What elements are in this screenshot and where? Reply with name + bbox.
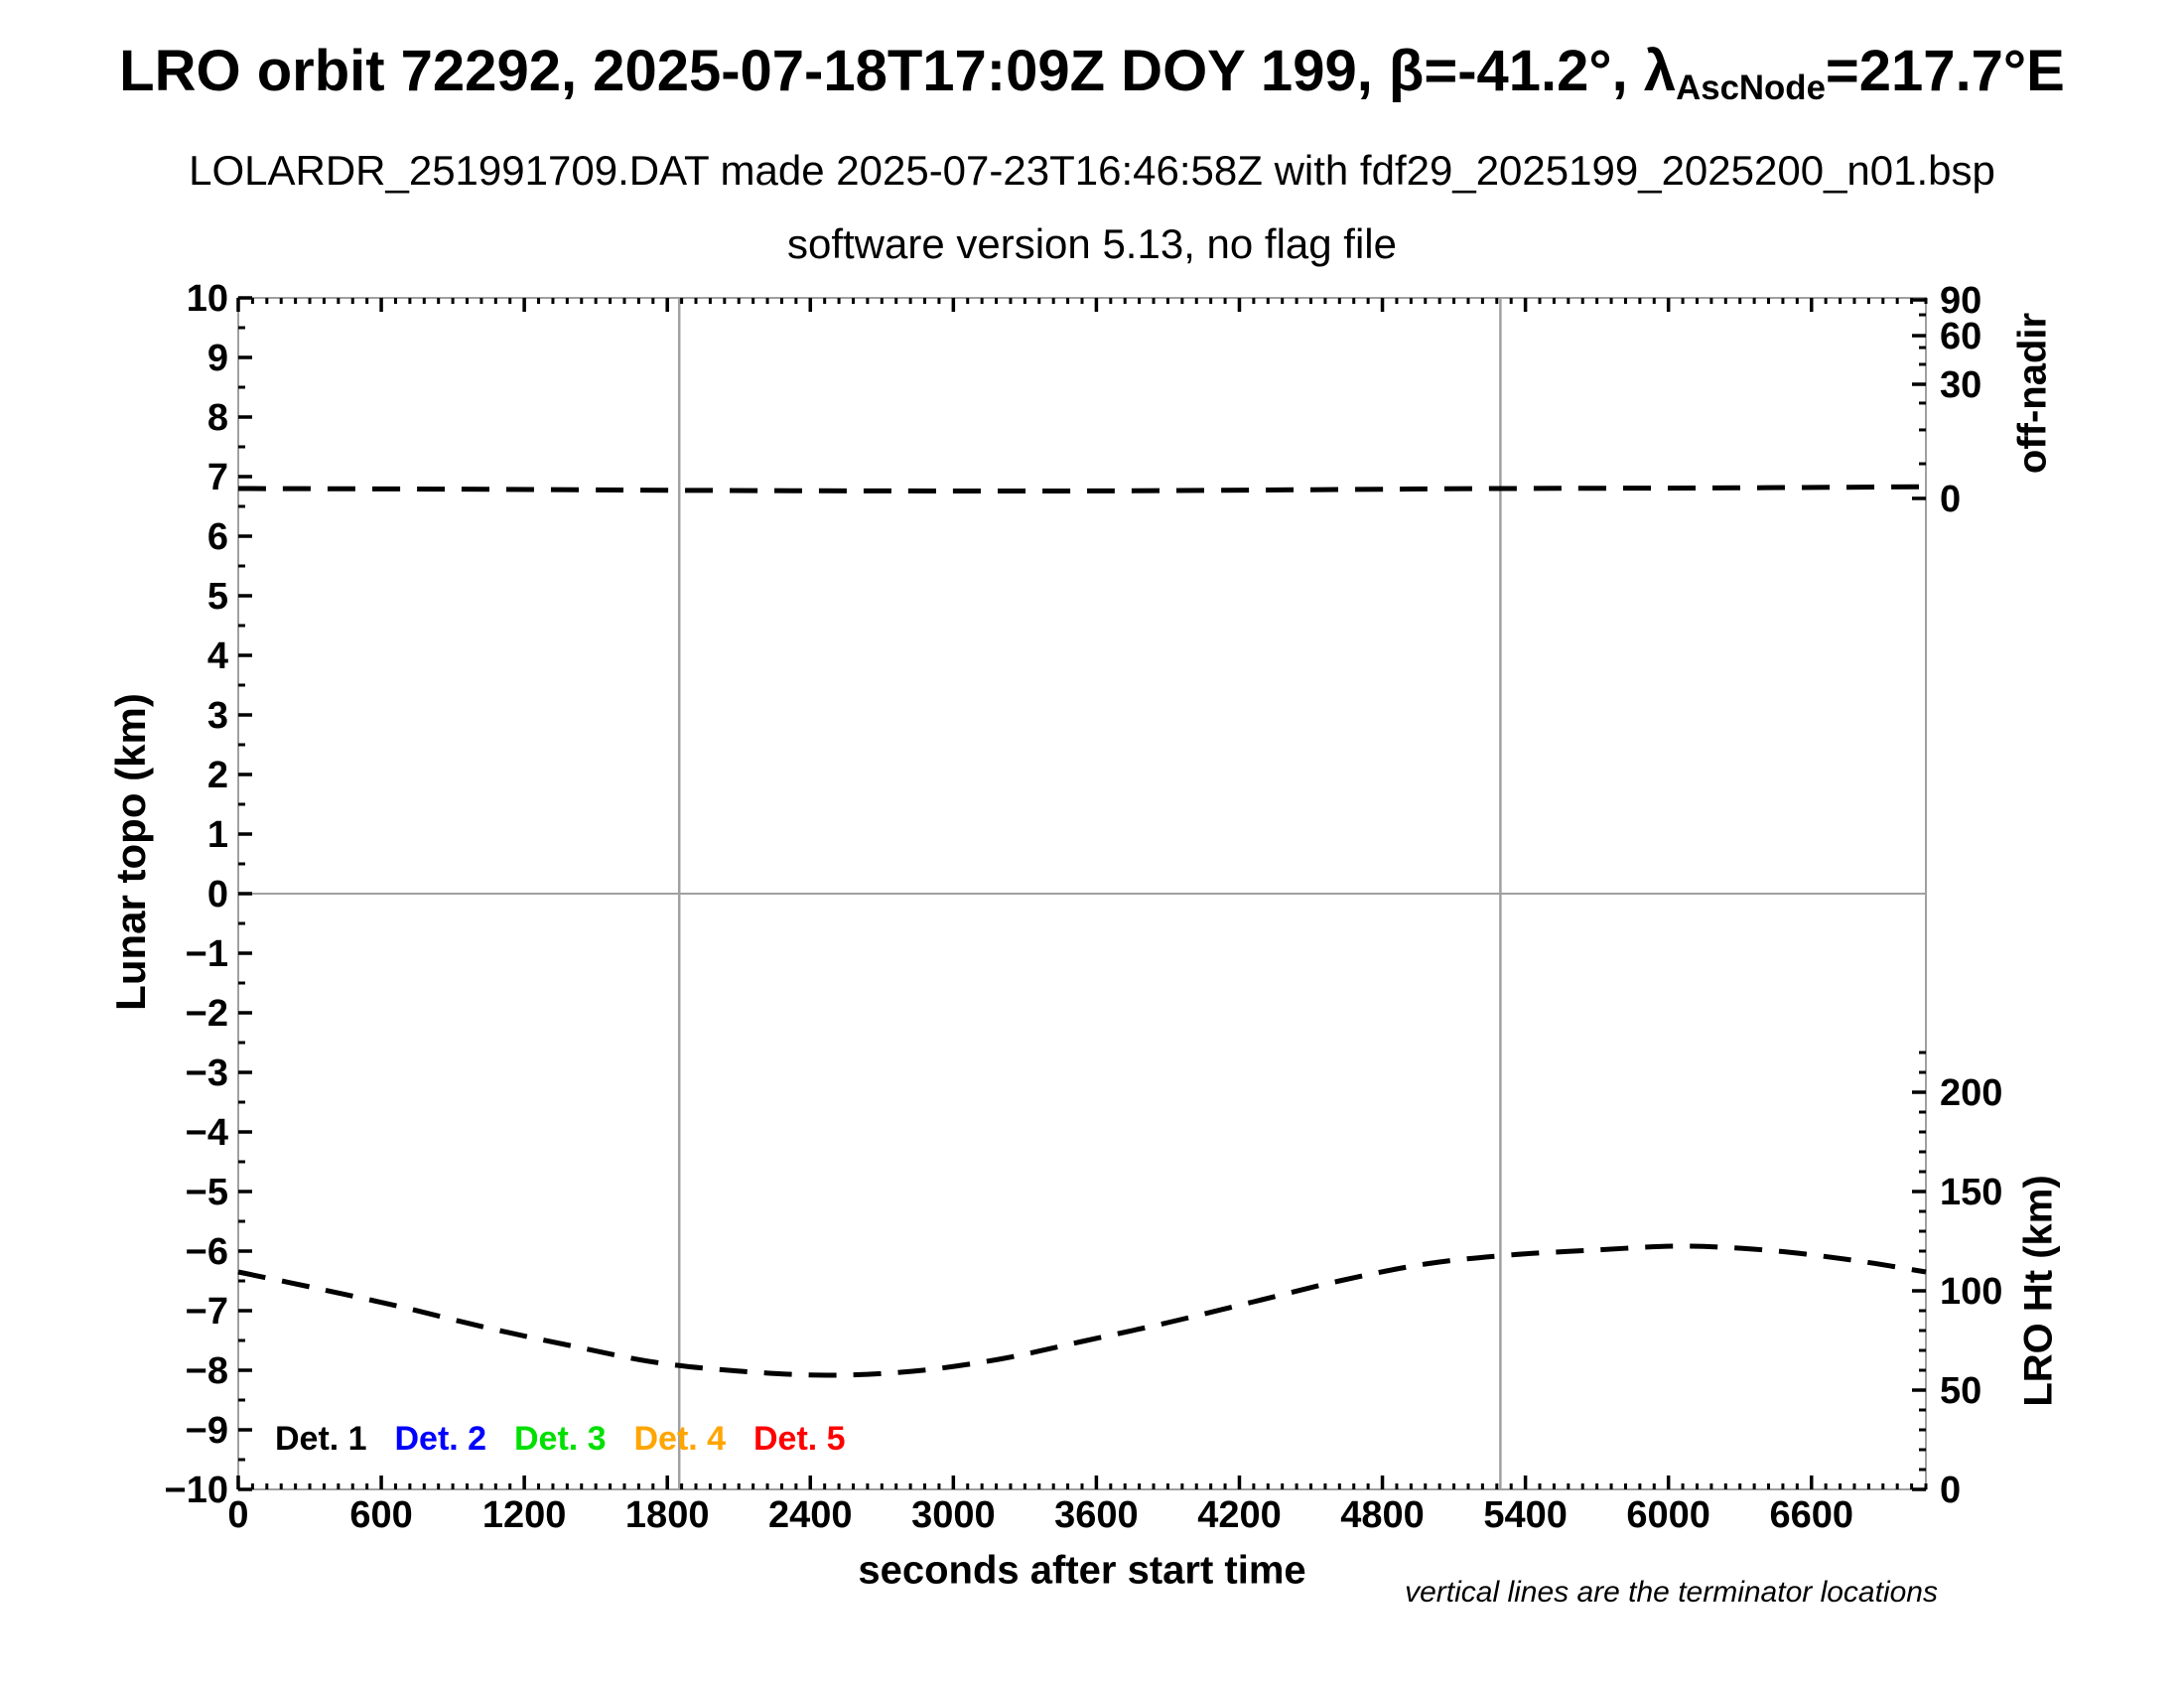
y-tick-label: 8 bbox=[207, 397, 228, 439]
x-tick-label: 1200 bbox=[482, 1494, 567, 1536]
x-tick-label: 0 bbox=[227, 1494, 248, 1536]
x-tick-label: 6600 bbox=[1769, 1494, 1853, 1536]
y-tick-label: 5 bbox=[207, 576, 228, 618]
x-tick-label: 3000 bbox=[911, 1494, 996, 1536]
x-axis-title: seconds after start time bbox=[858, 1548, 1306, 1593]
title-prefix: LRO orbit 72292, 2025-07-18T17:09Z DOY 1… bbox=[119, 39, 1677, 103]
offnadir-tick-label: 0 bbox=[1940, 479, 1961, 520]
y-tick-label: −3 bbox=[186, 1053, 228, 1094]
plot-title: LRO orbit 72292, 2025-07-18T17:09Z DOY 1… bbox=[0, 38, 2184, 107]
lroht-tick-label: 0 bbox=[1940, 1470, 1961, 1511]
x-tick-label: 4200 bbox=[1197, 1494, 1282, 1536]
terminator-footnote: vertical lines are the terminator locati… bbox=[1405, 1576, 1938, 1609]
legend-item-det5: Det. 5 bbox=[753, 1420, 846, 1458]
lro-height-curve bbox=[237, 1243, 1927, 1378]
y-tick-label: 1 bbox=[207, 814, 228, 856]
y-tick-label: −6 bbox=[186, 1231, 228, 1273]
lroht-tick-label: 50 bbox=[1940, 1370, 1981, 1412]
y-tick-label: −5 bbox=[186, 1172, 228, 1213]
lroht-tick-label: 150 bbox=[1940, 1172, 2002, 1213]
offnadir-tick-label: 90 bbox=[1940, 280, 1981, 322]
y-tick-label: −1 bbox=[186, 933, 228, 975]
offnadir-axis-title: off-nadir bbox=[2010, 312, 2055, 475]
plot-software-version: software version 5.13, no flag file bbox=[786, 220, 1397, 267]
data-series bbox=[237, 484, 1927, 1378]
y-tick-label: 0 bbox=[207, 874, 228, 915]
legend-item-det2: Det. 2 bbox=[395, 1420, 487, 1458]
y-tick-label: −9 bbox=[186, 1410, 228, 1452]
left-axis-title: Lunar topo (km) bbox=[107, 693, 154, 1011]
legend-item-det1: Det. 1 bbox=[275, 1420, 367, 1458]
lroht-tick-label: 200 bbox=[1940, 1072, 2002, 1114]
legend-item-det3: Det. 3 bbox=[514, 1420, 607, 1458]
y-tick-label: 3 bbox=[207, 695, 228, 737]
plot-subtitle-filename: LOLARDR_251991709.DAT made 2025-07-23T16… bbox=[189, 147, 1995, 194]
x-tick-label: 1800 bbox=[625, 1494, 710, 1536]
x-tick-label: 4800 bbox=[1340, 1494, 1425, 1536]
title-suffix: =217.7°E bbox=[1825, 39, 2065, 103]
y-tick-label: −8 bbox=[186, 1350, 228, 1392]
off-nadir-angle-line bbox=[237, 484, 1927, 494]
axis-tick-labels: 0 600 1200 1800 2400 3000 3600 4200 4800 5400 6000… bbox=[165, 278, 2003, 1536]
y-tick-label: 6 bbox=[207, 516, 228, 558]
x-tick-label: 2400 bbox=[768, 1494, 853, 1536]
axis-ticks bbox=[236, 296, 1928, 1491]
lroht-tick-label: 100 bbox=[1940, 1271, 2002, 1313]
offnadir-tick-label: 60 bbox=[1940, 316, 1981, 357]
y-tick-label: −2 bbox=[186, 993, 228, 1035]
y-tick-label: 2 bbox=[207, 755, 228, 796]
x-tick-label: 6000 bbox=[1626, 1494, 1710, 1536]
offnadir-tick-label: 30 bbox=[1940, 364, 1981, 406]
legend: Det. 1 Det. 2 Det. 3 Det. 4 Det. 5 bbox=[275, 1420, 846, 1458]
grid-lines bbox=[238, 298, 1926, 1489]
y-tick-label: −10 bbox=[165, 1470, 228, 1511]
lroht-axis-title: LRO Ht (km) bbox=[2016, 1175, 2061, 1407]
y-tick-label: 10 bbox=[187, 278, 228, 320]
x-tick-label: 5400 bbox=[1483, 1494, 1568, 1536]
x-tick-label: 3600 bbox=[1054, 1494, 1139, 1536]
y-tick-label: −4 bbox=[186, 1112, 228, 1154]
x-tick-label: 600 bbox=[349, 1494, 412, 1536]
y-tick-label: 7 bbox=[207, 457, 228, 498]
title-subscript: AscNode bbox=[1676, 68, 1826, 107]
y-tick-label: 9 bbox=[207, 338, 228, 379]
y-tick-label: −7 bbox=[186, 1291, 228, 1333]
legend-item-det4: Det. 4 bbox=[634, 1420, 727, 1458]
y-tick-label: 4 bbox=[207, 635, 228, 677]
